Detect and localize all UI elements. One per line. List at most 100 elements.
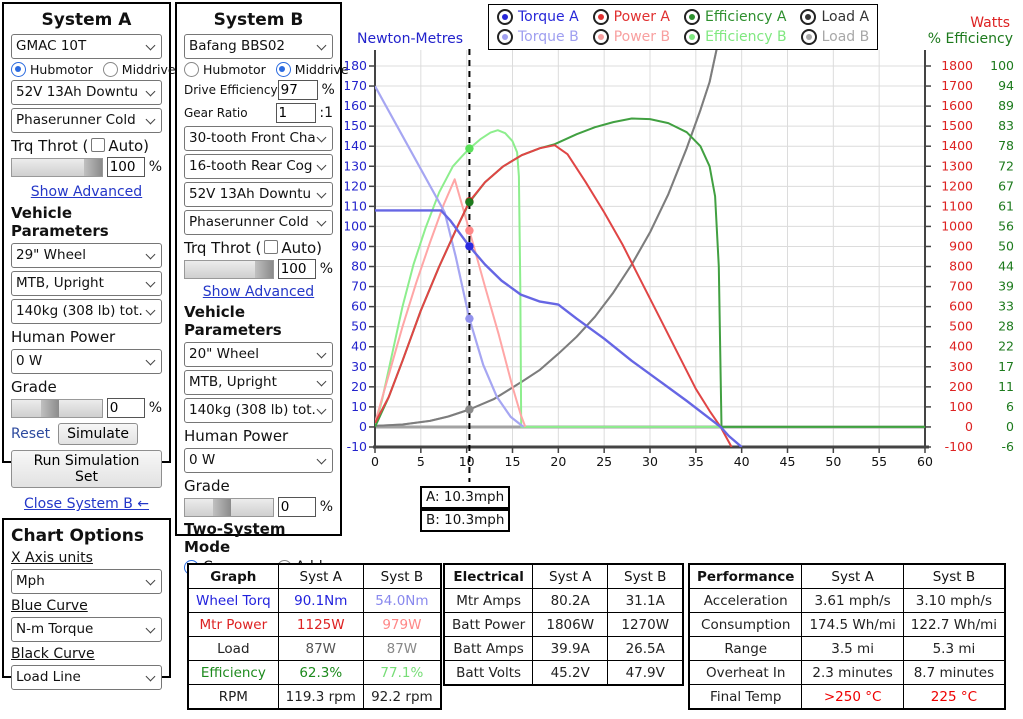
controller-select-b[interactable]: Phaserunner Cold [184,210,333,235]
hubmotor-radio-b[interactable] [184,62,199,77]
vehicle-params-label-b: Vehicle Parameters [184,303,282,339]
table-cell: 77.1% [362,660,442,685]
table-cell: 174.5 Wh/mi [801,612,904,637]
gear-ratio-input[interactable] [275,103,316,123]
human-power-select-a[interactable]: 0 W [11,349,162,374]
curve-load-a [375,47,718,427]
show-advanced-link-a[interactable]: Show Advanced [30,184,143,200]
grade-slider-handle-a[interactable] [40,399,59,417]
drive-efficiency-input[interactable] [277,80,318,100]
grade-slider-handle-b[interactable] [213,498,232,516]
table-cell: 1125W [277,612,364,637]
legend-radio-icon[interactable] [592,9,609,25]
left-axis-title: Newton-Metres [357,31,464,47]
marker-efficiency-a[interactable] [465,197,474,207]
throttle-slider-handle-b[interactable] [254,260,273,278]
legend-radio-icon[interactable] [800,29,817,45]
table-cell: Final Temp [688,684,803,710]
legend-item-load-b[interactable]: Load B [800,29,870,45]
motor-select-b[interactable]: Bafang BBS02 [184,34,333,59]
motor-type-a: Hubmotor Middrive [11,62,176,77]
electrical-table-wrap: Electrical Syst A Syst B Mtr Amps 80.2A 31.1A… [443,563,685,686]
middrive-label-a[interactable]: Middrive [121,62,176,77]
axis-tick-label: 6 [1006,399,1014,414]
table-cell: 1270W [607,612,684,637]
cursor-readout-a[interactable]: A: 10.3mph [420,486,511,509]
throttle-input-a[interactable] [106,157,145,177]
weight-select-b[interactable]: 140kg (308 lb) tot. [184,398,333,423]
legend-radio-icon[interactable] [800,9,817,25]
legend-item-efficiency-a[interactable]: Efficiency A [684,9,786,25]
middrive-radio-b[interactable] [275,62,291,77]
x-axis-units-select[interactable]: Mph [11,569,162,594]
middrive-radio-a[interactable] [102,62,118,77]
grade-input-b[interactable] [277,497,316,517]
blue-curve-select[interactable]: N-m Torque [11,617,162,642]
legend-item-power-a[interactable]: Power A [592,9,670,25]
axis-tick-label: 0 [359,419,367,434]
wheel-select-a[interactable]: 29" Wheel [11,243,162,268]
posture-select-b[interactable]: MTB, Upright [184,370,333,395]
marker-torque-b[interactable] [465,314,474,323]
battery-select-a[interactable]: 52V 13Ah Downtu [11,80,162,105]
throttle-slider-handle-a[interactable] [83,158,102,176]
legend-radio-icon[interactable] [497,9,513,25]
run-simulation-set-button[interactable]: Run Simulation Set [11,450,162,488]
weight-select-a[interactable]: 140kg (308 lb) tot. [11,299,162,324]
auto-checkbox-a[interactable] [91,138,106,152]
reset-link[interactable]: Reset [11,426,51,442]
table-cell: 3.5 mi [801,636,904,661]
simulate-button[interactable]: Simulate [58,423,138,445]
axis-tick-label: 5 [417,454,425,469]
cog-select-b[interactable]: 16-tooth Rear Cog [184,154,333,179]
chainring-select-b[interactable]: 30-tooth Front Cha [184,126,333,151]
motor-select-a[interactable]: GMAC 10T [11,34,162,59]
legend-radio-icon[interactable] [684,29,701,45]
auto-checkbox-b[interactable] [264,240,279,254]
wheel-select-b[interactable]: 20" Wheel [184,342,333,367]
legend-label: Load B [821,29,870,45]
throttle-slider-a[interactable] [11,157,103,177]
x-axis-units-link[interactable]: X Axis units [11,550,93,566]
human-power-select-b[interactable]: 0 W [184,448,333,473]
system-b-title: System B [213,10,304,30]
hubmotor-radio-a[interactable] [11,62,26,77]
legend-item-load-a[interactable]: Load A [800,9,869,25]
grade-input-a[interactable] [106,398,145,418]
show-advanced-link-b[interactable]: Show Advanced [202,284,315,300]
graph-table-wrap: Graph Syst A Syst B Wheel Torq 90.1Nm 54.0Nm M… [187,563,442,710]
hubmotor-label-b[interactable]: Hubmotor [203,62,266,77]
legend-radio-icon[interactable] [497,29,513,45]
black-curve-select[interactable]: Load Line [11,665,162,690]
close-system-b-link[interactable]: Close System B ← [23,496,150,512]
black-curve-link[interactable]: Black Curve [11,646,95,662]
grade-slider-a[interactable] [11,398,103,418]
blue-curve-link[interactable]: Blue Curve [11,598,88,614]
axis-tick-label: 72 [998,158,1014,173]
throttle-input-b[interactable] [277,259,316,279]
marker-power-b[interactable] [465,226,474,235]
marker-load[interactable] [465,405,474,414]
axis-tick-label: 40 [734,454,750,469]
marker-torque-a[interactable] [465,242,474,251]
axis-tick-label: 11 [998,379,1014,394]
legend-radio-icon[interactable] [592,29,609,45]
posture-select-a[interactable]: MTB, Upright [11,271,162,296]
graph-table: Graph Syst A Syst B Wheel Torq 90.1Nm 54.0Nm M… [187,563,442,710]
system-b-panel: System B Bafang BBS02 Hubmotor Middrive … [175,2,349,575]
hubmotor-label-a[interactable]: Hubmotor [30,62,93,77]
grade-label-a: Grade [11,378,57,396]
cursor-readout-b[interactable]: B: 10.3mph [420,509,511,532]
legend-item-torque-b[interactable]: Torque B [497,29,579,45]
controller-select-a[interactable]: Phaserunner Cold [11,108,162,133]
legend-item-efficiency-b[interactable]: Efficiency B [684,29,787,45]
legend-item-power-b[interactable]: Power B [592,29,670,45]
legend-item-torque-a[interactable]: Torque A [497,9,579,25]
legend-radio-icon[interactable] [684,9,701,25]
marker-efficiency-b[interactable] [465,144,474,153]
grade-slider-b[interactable] [184,497,274,517]
battery-select-b[interactable]: 52V 13Ah Downtu [184,182,333,207]
throttle-slider-b[interactable] [184,259,274,279]
axis-tick-label: 55 [871,454,887,469]
middrive-label-b[interactable]: Middrive [294,62,349,77]
